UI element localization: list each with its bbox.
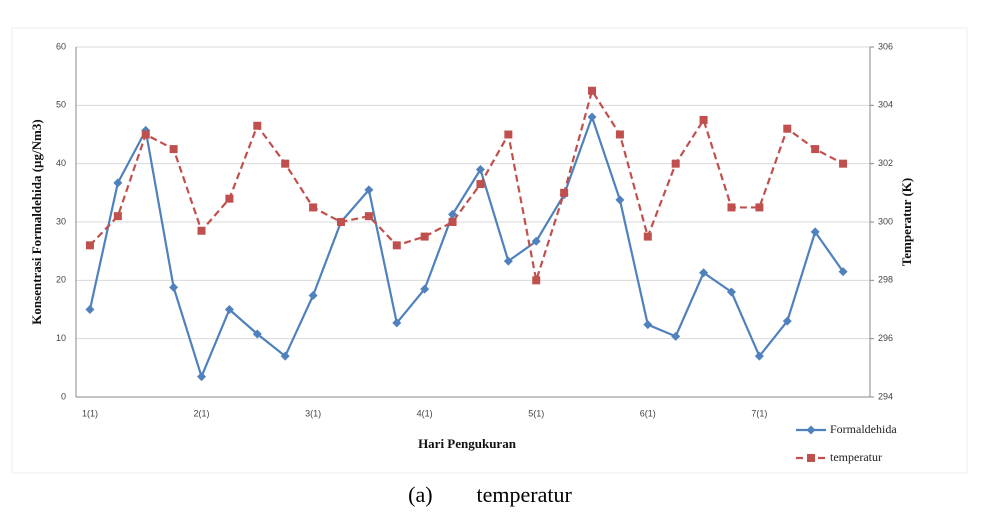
data-point bbox=[253, 121, 262, 130]
data-point bbox=[587, 112, 597, 122]
data-point bbox=[392, 318, 402, 328]
data-point bbox=[224, 305, 234, 314]
data-point bbox=[197, 372, 207, 382]
data-point bbox=[560, 188, 569, 197]
data-point bbox=[532, 276, 541, 285]
data-point bbox=[699, 115, 708, 124]
data-point bbox=[113, 178, 123, 188]
y2-tick-label: 306 bbox=[878, 41, 893, 51]
data-point bbox=[448, 209, 458, 219]
y-tick-label: 50 bbox=[56, 100, 66, 110]
data-point bbox=[85, 241, 94, 250]
chart-frame bbox=[11, 27, 968, 474]
legend-label: Formaldehida bbox=[830, 422, 897, 436]
data-point bbox=[811, 145, 820, 154]
data-point bbox=[671, 159, 680, 168]
series-line bbox=[88, 113, 844, 380]
data-point bbox=[308, 291, 318, 300]
data-point bbox=[364, 212, 373, 221]
y-tick-label: 10 bbox=[56, 333, 66, 343]
data-point bbox=[643, 232, 652, 241]
data-point bbox=[420, 232, 429, 241]
data-point bbox=[392, 241, 401, 250]
data-point bbox=[755, 203, 764, 212]
data-point bbox=[448, 218, 457, 226]
data-point bbox=[699, 268, 709, 278]
data-point bbox=[504, 130, 513, 139]
legend-marker bbox=[807, 454, 815, 462]
y2-tick-label: 298 bbox=[878, 275, 893, 285]
data-point bbox=[169, 282, 179, 292]
data-point bbox=[810, 227, 820, 237]
y-tick-label: 40 bbox=[56, 158, 66, 168]
legend-label: temperatur bbox=[830, 450, 882, 464]
y2-tick-label: 302 bbox=[878, 158, 893, 168]
x-axis-label: Hari Pengukuran bbox=[418, 436, 517, 451]
data-point bbox=[364, 185, 374, 195]
data-point bbox=[643, 320, 653, 330]
data-point bbox=[588, 86, 597, 95]
y-tick-label: 0 bbox=[61, 391, 66, 401]
y-tick-label: 60 bbox=[56, 41, 66, 51]
data-point bbox=[503, 256, 513, 266]
data-point bbox=[839, 159, 848, 168]
data-point bbox=[754, 351, 764, 361]
data-point bbox=[783, 124, 792, 133]
data-point bbox=[85, 305, 95, 314]
data-point bbox=[838, 267, 848, 277]
y-axis-label: Konsentrasi Formaldehida (µg/Nm3) bbox=[29, 119, 44, 324]
caption: (a) temperatur bbox=[408, 482, 572, 507]
x-tick-label: 3(1) bbox=[305, 408, 321, 418]
data-point bbox=[475, 165, 485, 174]
y2-axis-label: Temperatur (K) bbox=[899, 178, 914, 266]
data-point bbox=[615, 130, 624, 139]
y2-tick-label: 294 bbox=[878, 391, 893, 401]
data-point bbox=[531, 236, 541, 246]
data-point bbox=[309, 203, 318, 212]
x-tick-label: 5(1) bbox=[528, 408, 544, 418]
y-tick-label: 20 bbox=[56, 275, 66, 285]
data-point bbox=[671, 331, 681, 341]
y-tick-label: 30 bbox=[56, 216, 66, 226]
data-point bbox=[113, 212, 122, 221]
x-tick-label: 1(1) bbox=[82, 408, 98, 418]
data-point bbox=[782, 316, 792, 326]
x-tick-label: 7(1) bbox=[751, 408, 767, 418]
data-point bbox=[169, 145, 178, 154]
x-tick-label: 2(1) bbox=[194, 408, 210, 418]
data-point bbox=[197, 226, 206, 235]
legend-marker bbox=[806, 425, 816, 435]
data-point bbox=[615, 195, 625, 205]
data-point bbox=[336, 218, 345, 226]
data-point bbox=[225, 194, 234, 203]
series-line bbox=[89, 88, 844, 281]
data-point bbox=[281, 159, 290, 168]
data-point bbox=[141, 130, 150, 139]
data-point bbox=[476, 180, 485, 189]
y2-tick-label: 304 bbox=[878, 100, 893, 110]
data-point bbox=[252, 329, 262, 339]
x-tick-label: 6(1) bbox=[640, 408, 656, 418]
data-point bbox=[280, 351, 290, 361]
data-point bbox=[727, 203, 736, 212]
x-tick-label: 4(1) bbox=[417, 408, 433, 418]
data-point bbox=[726, 287, 736, 297]
data-point bbox=[420, 284, 430, 294]
y2-tick-label: 296 bbox=[878, 333, 893, 343]
y2-tick-label: 300 bbox=[878, 216, 893, 226]
